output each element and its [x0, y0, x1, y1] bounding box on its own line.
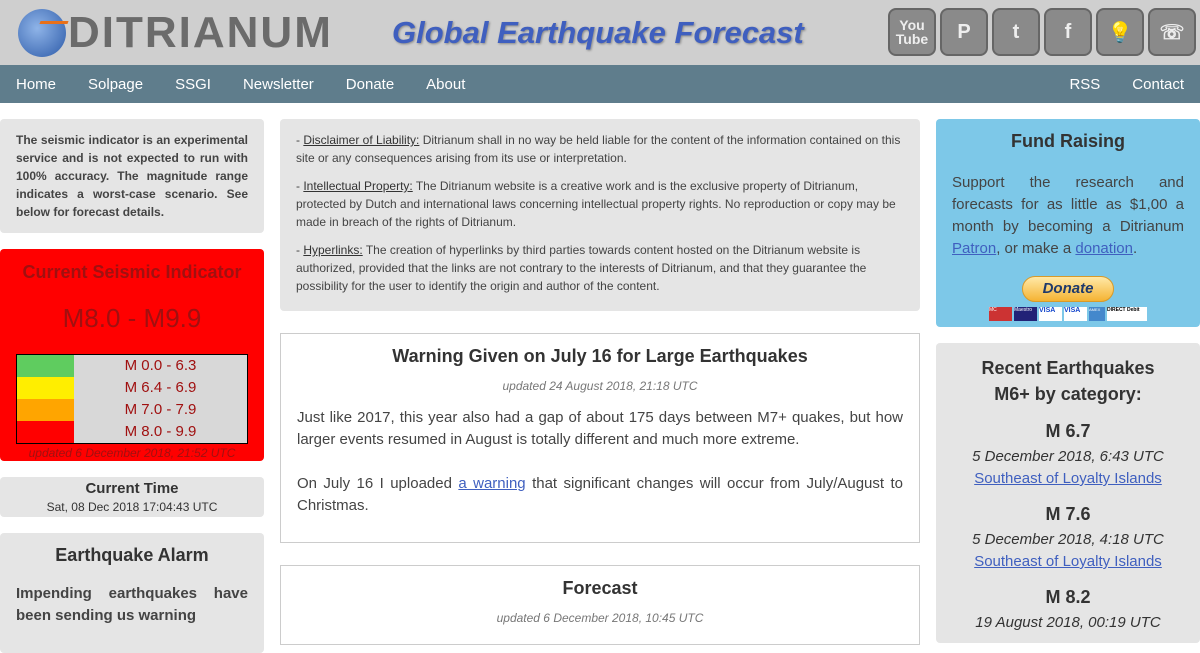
nav-solpage[interactable]: Solpage [88, 75, 144, 93]
warning-link[interactable]: a warning [458, 475, 526, 492]
article-paragraph: Just like 2017, this year also had a gap… [297, 409, 903, 448]
payment-cards: MC Maestro VISA VISA AMEX DIRECT Debit [952, 307, 1184, 321]
nav-rss[interactable]: RSS [1069, 75, 1101, 93]
article-card: Warning Given on July 16 for Large Earth… [280, 333, 920, 543]
current-time-title: Current Time [85, 480, 179, 497]
article-paragraph: On July 16 I uploaded a warning that sig… [297, 475, 903, 514]
current-time-value: Sat, 08 Dec 2018 17:04:43 UTC [46, 500, 218, 514]
scale-row: M 6.4 - 6.9 [17, 377, 247, 399]
fund-text: Support the research and forecasts for a… [952, 174, 1184, 257]
satellite-icon[interactable]: ☏ [1148, 8, 1196, 56]
quake-item: M 7.6 5 December 2018, 4:18 UTC Southeas… [972, 504, 1164, 570]
alarm-title: Earthquake Alarm [55, 545, 209, 565]
nav-newsletter[interactable]: Newsletter [242, 75, 314, 93]
disclaimer-hyperlinks: - Hyperlinks: The creation of hyperlinks… [296, 243, 867, 293]
nav-ssgi[interactable]: SSGI [175, 75, 211, 93]
amex-icon: AMEX [1089, 307, 1105, 321]
twitter-icon[interactable]: t [992, 8, 1040, 56]
nav-about[interactable]: About [426, 75, 466, 93]
forecast-updated: updated 6 December 2018, 10:45 UTC [496, 611, 704, 625]
visa-electron-icon: VISA [1064, 307, 1087, 321]
mastercard-icon: MC [989, 307, 1012, 321]
indicator-value: M8.0 - M9.9 [62, 303, 202, 333]
seismic-indicator: Current Seismic Indicator M8.0 - M9.9 M … [0, 249, 264, 461]
patron-link[interactable]: Patron [952, 240, 997, 257]
maestro-icon: Maestro [1014, 307, 1037, 321]
youtube-icon[interactable]: You Tube [888, 8, 936, 56]
nav-bar: Home Solpage SSGI Newsletter Donate Abou… [0, 65, 1200, 103]
forecast-card: Forecast updated 6 December 2018, 10:45 … [280, 565, 920, 645]
disclaimers: - Disclaimer of Liability: Ditrianum sha… [280, 119, 920, 311]
scale-row: M 7.0 - 7.9 [17, 399, 247, 421]
quake-location-link[interactable]: Southeast of Loyalty Islands [974, 553, 1162, 570]
current-time: Current Time Sat, 08 Dec 2018 17:04:43 U… [0, 477, 264, 517]
paypal-donate-button[interactable]: Donate [1022, 276, 1114, 302]
indicator-updated: updated 6 December 2018, 21:52 UTC [28, 446, 236, 460]
earthquake-alarm: Earthquake Alarm Impending earthquakes h… [0, 533, 264, 653]
quake-item: M 6.7 5 December 2018, 6:43 UTC Southeas… [972, 421, 1164, 487]
nav-home[interactable]: Home [16, 75, 57, 93]
logo-text: DITRIANUM [68, 8, 333, 57]
globe-icon [18, 9, 66, 57]
nav-donate[interactable]: Donate [345, 75, 395, 93]
fund-title: Fund Raising [1011, 131, 1125, 151]
magnitude-scale: M 0.0 - 6.3 M 6.4 - 6.9 M 7.0 - 7.9 M 8.… [16, 354, 248, 444]
article-updated: updated 24 August 2018, 21:18 UTC [502, 379, 698, 393]
recent-earthquakes: Recent Earthquakes M6+ by category: M 6.… [936, 343, 1200, 643]
header: DITRIANUM Global Earthquake Forecast You… [0, 0, 1200, 65]
site-title: Global Earthquake Forecast [392, 15, 804, 50]
forecast-title: Forecast [562, 578, 638, 598]
indicator-title: Current Seismic Indicator [22, 262, 242, 282]
facebook-icon[interactable]: f [1044, 8, 1092, 56]
fund-raising: Fund Raising Support the research and fo… [936, 119, 1200, 327]
lightbulb-icon[interactable]: 💡 [1096, 8, 1144, 56]
logo[interactable]: DITRIANUM [18, 8, 333, 58]
quake-location-link[interactable]: Southeast of Loyalty Islands [974, 470, 1162, 487]
social-links: You Tube P t f 💡 ☏ [888, 8, 1196, 56]
direct-debit-icon: DIRECT Debit [1107, 307, 1147, 321]
disclaimer-ip: - Intellectual Property: The Ditrianum w… [296, 179, 896, 229]
article-title: Warning Given on July 16 for Large Earth… [392, 346, 808, 366]
patreon-icon[interactable]: P [940, 8, 988, 56]
recent-title: Recent Earthquakes M6+ by category: [981, 358, 1155, 404]
visa-icon: VISA [1039, 307, 1062, 321]
scale-row: M 0.0 - 6.3 [17, 355, 247, 377]
disclaimer-liability: - Disclaimer of Liability: Ditrianum sha… [296, 133, 901, 165]
donation-link[interactable]: donation [1075, 240, 1133, 257]
alarm-text: Impending earthquakes have been sending … [16, 585, 248, 624]
scale-row: M 8.0 - 9.9 [17, 421, 247, 443]
indicator-notice: The seismic indicator is an experimental… [0, 119, 264, 233]
quake-item: M 8.2 19 August 2018, 00:19 UTC [975, 587, 1161, 631]
nav-contact[interactable]: Contact [1132, 75, 1184, 93]
